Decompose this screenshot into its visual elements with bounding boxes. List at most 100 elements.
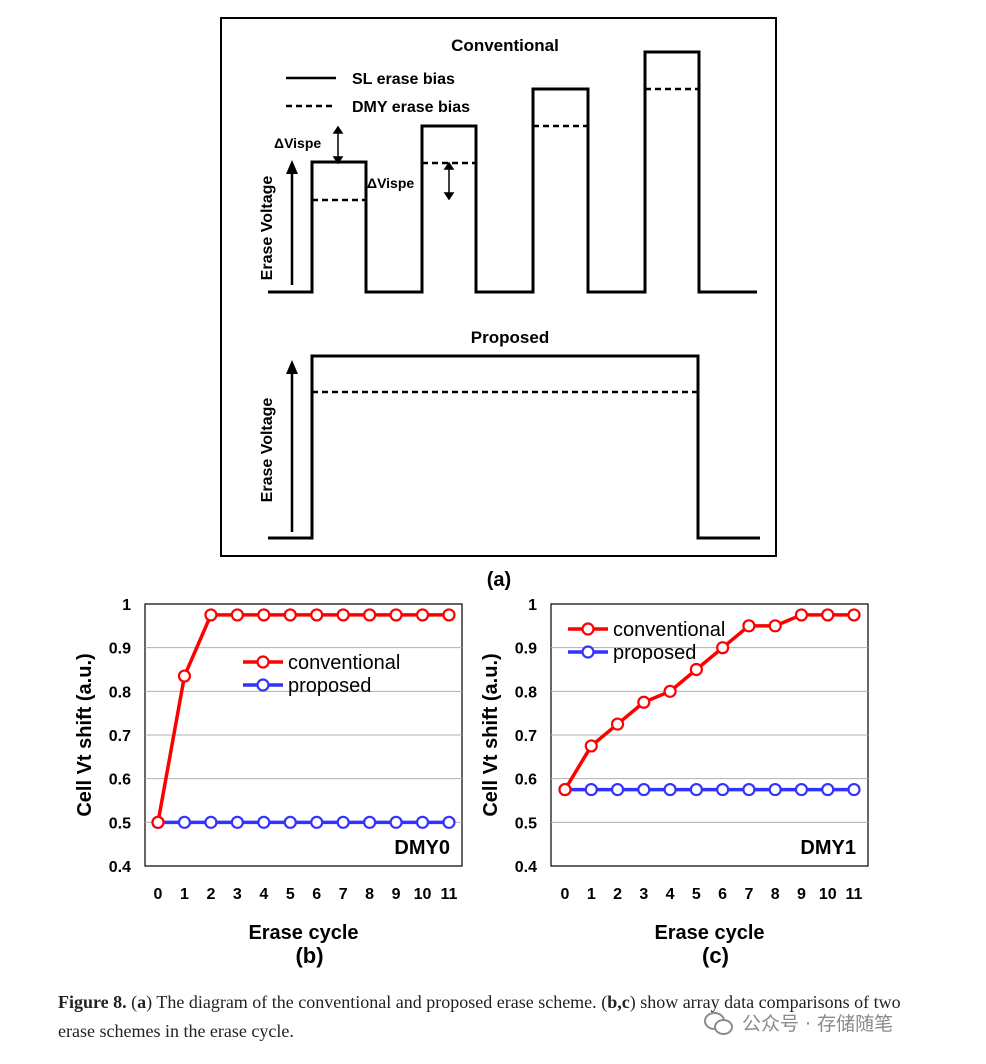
caption-bc-text: show array data comparisons of two erase… — [58, 992, 901, 1041]
data-point-proposed — [663, 782, 677, 797]
x-tick-label: 9 — [797, 886, 806, 903]
data-point-proposed — [310, 815, 324, 829]
x-tick-label: 1 — [587, 886, 596, 903]
data-point-conventional — [768, 619, 782, 633]
x-tick-label: 2 — [206, 886, 215, 903]
data-point-proposed — [257, 815, 271, 829]
y-tick-label: 0.4 — [515, 859, 537, 876]
data-point-proposed — [689, 782, 703, 797]
y-tick-label: 0.5 — [515, 815, 537, 832]
x-tick-label: 11 — [441, 886, 458, 903]
data-point-conventional — [257, 608, 271, 622]
caption-a-label: a — [137, 992, 147, 1012]
x-tick-label: 7 — [744, 886, 753, 903]
x-tick-label: 3 — [639, 886, 648, 903]
caption-a-text: The diagram of the conventional and prop… — [156, 992, 597, 1012]
x-tick-label: 4 — [259, 886, 268, 903]
watermark: 公众号 · 存储随笔 — [704, 1009, 893, 1036]
legend-label-proposed: proposed — [613, 642, 696, 664]
x-tick-label: 8 — [365, 886, 374, 903]
data-point-conventional — [847, 608, 861, 622]
y-tick-label: 0.8 — [109, 684, 131, 701]
y-axis-arrow-bottom-icon — [286, 360, 298, 532]
proposed-title: Proposed — [471, 328, 549, 347]
data-point-conventional — [610, 717, 625, 731]
data-point-proposed — [415, 815, 430, 829]
x-tick-label: 0 — [561, 886, 570, 903]
y-axis-label: Cell Vt shift (a.u.) — [74, 653, 96, 816]
data-point-proposed — [283, 815, 297, 829]
x-tick-label: 5 — [692, 886, 701, 903]
diagram-panel-a: Conventional SL erase bias DMY erase bia… — [220, 17, 777, 591]
data-point-proposed — [742, 782, 756, 797]
x-axis-label: Erase cycle — [248, 922, 358, 944]
x-tick-label: 9 — [392, 886, 401, 903]
x-tick-label: 2 — [613, 886, 622, 903]
delta-label-2: ΔVispe — [367, 175, 414, 191]
data-point-conventional — [310, 608, 324, 622]
caption-bc-label: b,c — [607, 992, 630, 1012]
legend-label-conventional: conventional — [288, 652, 400, 674]
x-tick-label: 6 — [718, 886, 727, 903]
y-tick-label: 0.7 — [109, 728, 131, 745]
data-point-conventional — [230, 608, 244, 622]
panel-label: (c) — [702, 943, 729, 968]
data-point-proposed — [768, 782, 782, 797]
proposed-sl-waveform — [268, 354, 760, 540]
y-tick-label: 1 — [528, 597, 537, 614]
data-point-conventional — [637, 695, 651, 709]
x-tick-label: 3 — [233, 886, 242, 903]
legend-label-conventional: conventional — [613, 619, 725, 641]
delta-arrow-2-icon — [443, 161, 455, 201]
conventional-title: Conventional — [451, 36, 559, 55]
y-label-top: Erase Voltage — [259, 176, 276, 281]
data-point-conventional — [336, 608, 350, 622]
data-point-conventional — [283, 608, 297, 622]
dmy-annotation: DMY1 — [800, 837, 856, 859]
x-tick-label: 4 — [666, 886, 675, 903]
x-axis-label: Erase cycle — [654, 922, 764, 944]
y-tick-label: 1 — [122, 597, 131, 614]
wechat-icon — [704, 1010, 734, 1036]
data-point-conventional — [415, 608, 430, 622]
legend-label-proposed: proposed — [288, 675, 371, 697]
data-point-proposed — [230, 815, 244, 829]
x-tick-label: 0 — [154, 886, 163, 903]
data-point-proposed — [821, 782, 835, 797]
legend-marker-proposed-icon — [581, 645, 595, 659]
legend-marker-proposed-icon — [256, 678, 270, 692]
conventional-sl-waveform — [268, 50, 757, 294]
data-point-proposed — [442, 815, 456, 829]
figure-caption: Figure 8. (a) The diagram of the convent… — [58, 992, 901, 1041]
delta-arrow-1-icon — [332, 125, 344, 165]
dmy-annotation: DMY0 — [394, 837, 450, 859]
data-point-proposed — [637, 782, 651, 797]
data-point-proposed — [389, 815, 403, 829]
data-point-proposed — [336, 815, 350, 829]
x-tick-label: 6 — [312, 886, 321, 903]
data-point-proposed — [177, 815, 192, 829]
x-tick-label: 5 — [286, 886, 295, 903]
data-point-proposed — [363, 815, 377, 829]
data-point-proposed — [610, 782, 625, 797]
data-point-conventional — [794, 608, 809, 622]
watermark-text: 公众号 · 存储随笔 — [742, 1013, 894, 1035]
y-tick-label: 0.7 — [515, 728, 537, 745]
data-point-proposed — [847, 782, 861, 797]
delta-label-1: ΔVispe — [274, 135, 321, 151]
y-tick-label: 0.8 — [515, 684, 537, 701]
y-tick-label: 0.5 — [109, 815, 131, 832]
data-point-conventional — [177, 669, 192, 683]
y-tick-label: 0.6 — [109, 772, 131, 789]
data-point-conventional — [389, 608, 403, 622]
x-tick-label: 1 — [180, 886, 189, 903]
data-point-proposed — [204, 815, 218, 829]
data-point-conventional — [689, 662, 703, 677]
data-point-conventional — [204, 608, 218, 622]
data-point-conventional — [363, 608, 377, 622]
data-point-proposed — [716, 782, 730, 797]
data-point-proposed — [584, 782, 598, 797]
y-tick-label: 0.6 — [515, 772, 537, 789]
legend-marker-conventional-icon — [256, 655, 270, 669]
